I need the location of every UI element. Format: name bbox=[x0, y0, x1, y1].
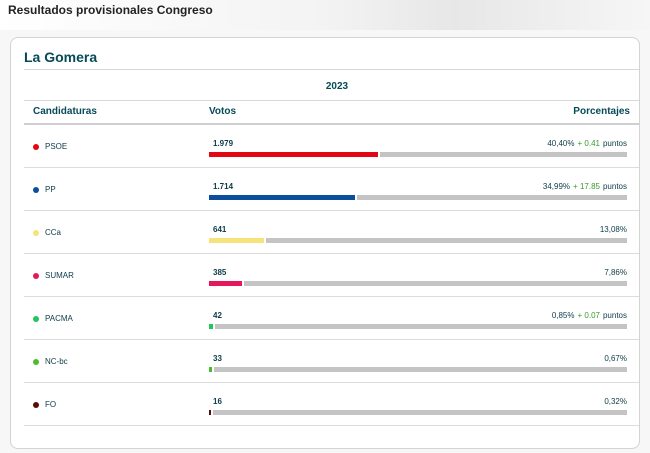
party-name: CCa bbox=[45, 228, 62, 237]
vote-share-fill bbox=[209, 410, 213, 415]
result-row: PSOE 1.979 40,40% + 0.41 puntos bbox=[24, 125, 639, 168]
percentage-value: 34,99% bbox=[542, 182, 571, 191]
result-row: PP 1.714 34,99% + 17.85 puntos bbox=[24, 168, 639, 211]
party-name: PSOE bbox=[45, 142, 68, 151]
result-row: SUMAR 385 7,86% bbox=[24, 254, 639, 297]
vote-share-fill bbox=[209, 367, 214, 372]
region-title: La Gomera bbox=[24, 49, 98, 65]
divider bbox=[24, 100, 639, 101]
vote-count: 1.714 bbox=[213, 182, 234, 191]
percentage-cell: 40,40% + 0.41 puntos bbox=[547, 139, 627, 148]
party-name: FO bbox=[45, 400, 57, 409]
vote-share-bar bbox=[209, 410, 627, 415]
result-row: PACMA 42 0,85% + 0.07 puntos bbox=[24, 297, 639, 340]
result-row: NC-bc 33 0,67% bbox=[24, 340, 639, 383]
party-name: NC-bc bbox=[45, 357, 68, 366]
vote-share-bar bbox=[209, 367, 627, 372]
vote-share-bar bbox=[209, 238, 627, 243]
party-color-dot bbox=[33, 402, 39, 408]
party-color-dot bbox=[33, 187, 39, 193]
percentage-cell: 13,08% bbox=[600, 225, 627, 234]
vote-share-fill bbox=[209, 324, 215, 329]
vote-count: 33 bbox=[213, 354, 222, 363]
percentage-value: 13,08% bbox=[599, 225, 627, 234]
vote-share-bar bbox=[209, 324, 627, 329]
election-year: 2023 bbox=[325, 81, 349, 92]
vote-share-fill bbox=[209, 195, 357, 200]
change-unit: puntos bbox=[602, 182, 627, 191]
vote-share-fill bbox=[209, 238, 266, 243]
results-card: La Gomera 2023 Candidaturas Votos Porcen… bbox=[10, 37, 640, 449]
percentage-value: 0,67% bbox=[604, 354, 627, 363]
vote-count: 42 bbox=[213, 311, 222, 320]
page-title: Resultados provisionales Congreso bbox=[8, 3, 213, 17]
divider bbox=[24, 69, 639, 70]
vote-share-bar bbox=[209, 195, 627, 200]
party-color-dot bbox=[33, 359, 39, 365]
column-header-candidaturas: Candidaturas bbox=[33, 106, 97, 117]
vote-count: 385 bbox=[213, 268, 227, 277]
percentage-cell: 34,99% + 17.85 puntos bbox=[543, 182, 627, 191]
change-unit: puntos bbox=[602, 139, 627, 148]
result-row: CCa 641 13,08% bbox=[24, 211, 639, 254]
party-name: PP bbox=[45, 185, 56, 194]
vote-count: 641 bbox=[213, 225, 227, 234]
result-row: FO 16 0,32% bbox=[24, 383, 639, 426]
party-color-dot bbox=[33, 273, 39, 279]
percentage-cell: 7,86% bbox=[604, 268, 627, 277]
vote-share-bar bbox=[209, 152, 627, 157]
change-value: + 0.41 bbox=[577, 139, 600, 148]
change-unit: puntos bbox=[602, 311, 627, 320]
vote-share-fill bbox=[209, 281, 244, 286]
percentage-cell: 0,85% + 0.07 puntos bbox=[552, 311, 627, 320]
column-header-porcentajes: Porcentajes bbox=[573, 106, 630, 117]
party-name: SUMAR bbox=[45, 271, 74, 280]
party-color-dot bbox=[33, 316, 39, 322]
vote-count: 1.979 bbox=[213, 139, 234, 148]
percentage-value: 0,32% bbox=[604, 397, 627, 406]
column-header-votos: Votos bbox=[209, 106, 237, 117]
percentage-value: 7,86% bbox=[604, 268, 627, 277]
percentage-value: 40,40% bbox=[547, 139, 575, 148]
percentage-value: 0,85% bbox=[551, 311, 575, 320]
percentage-cell: 0,32% bbox=[604, 397, 627, 406]
percentage-cell: 0,67% bbox=[604, 354, 627, 363]
vote-share-fill bbox=[209, 152, 380, 157]
change-value: + 0.07 bbox=[577, 311, 600, 320]
party-color-dot bbox=[33, 230, 39, 236]
vote-share-bar bbox=[209, 281, 627, 286]
header-divider bbox=[24, 123, 639, 125]
vote-count: 16 bbox=[213, 397, 222, 406]
party-color-dot bbox=[33, 144, 39, 150]
party-name: PACMA bbox=[45, 314, 73, 323]
page-header: Resultados provisionales Congreso bbox=[0, 0, 650, 30]
change-value: + 17.85 bbox=[573, 182, 600, 191]
